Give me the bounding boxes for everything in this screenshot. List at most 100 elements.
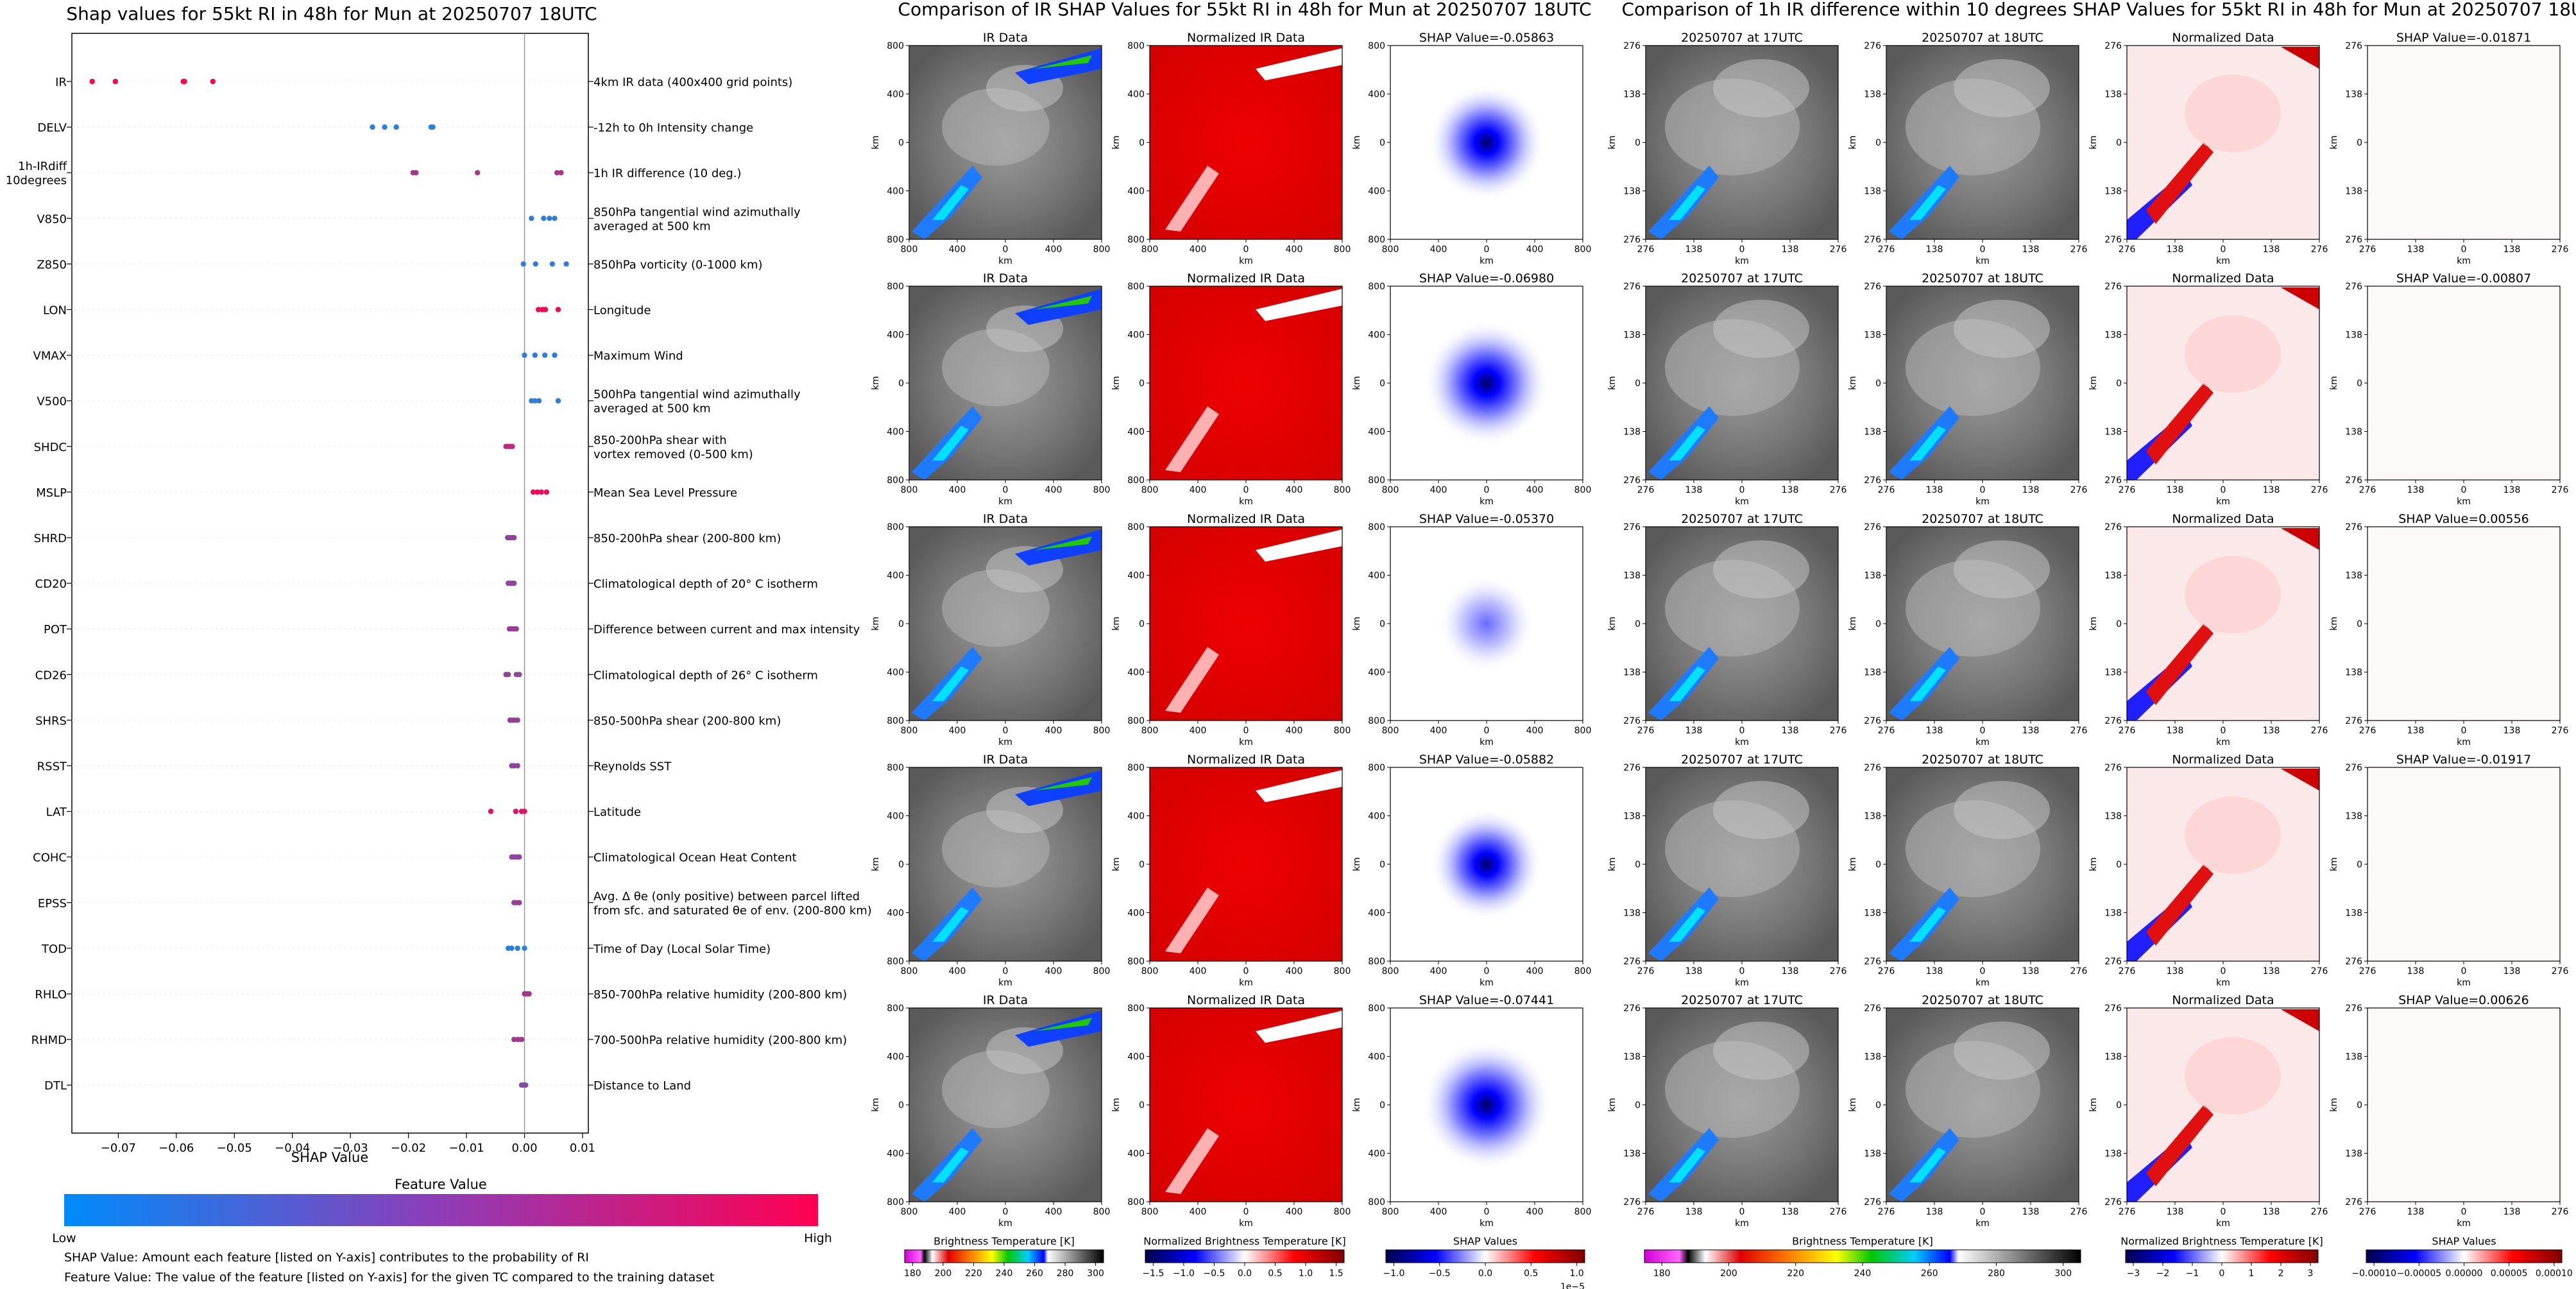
cold-cloud-core (1669, 907, 1705, 942)
tile-x-unit: km (1975, 497, 1990, 507)
tile-x-tick-label: 0 (1484, 485, 1490, 495)
diff-red-corner (2281, 1009, 2319, 1032)
cloud-band (1713, 300, 1809, 358)
shap-point (549, 261, 556, 267)
shap-point (552, 216, 558, 221)
colorbar-tick-label: 1.0 (1299, 1268, 1313, 1279)
cold-cloud-north (1015, 770, 1102, 807)
cold-cloud-north (1015, 1011, 1102, 1047)
feature-description: -12h to 0h Intensity change (593, 121, 753, 135)
tile-y-unit: km (1111, 1098, 1122, 1112)
shap-point (513, 808, 519, 814)
shap-point (475, 170, 481, 176)
feature-label: IR (55, 76, 67, 89)
diff-red-band (2146, 624, 2213, 705)
normalized-north-band (1256, 770, 1342, 803)
tile-y-tick-label: 276 (1623, 235, 1641, 245)
colorbar (1385, 1249, 1585, 1263)
tile-y-tick-label: 400 (887, 668, 904, 678)
cold-cloud-north-core (1034, 296, 1092, 310)
tile-x-tick-label: 400 (949, 1207, 966, 1217)
colorbar-tick-label: 200 (935, 1268, 952, 1279)
cold-cloud-core (1909, 425, 1946, 461)
tile-x-tick-label: 138 (1926, 726, 1943, 736)
tile-y-tick-label: 0 (1875, 619, 1881, 629)
tile-y-tick-label: 138 (2104, 1052, 2122, 1063)
tile-x-tick-label: 276 (2359, 1207, 2376, 1217)
tile-y-unit: km (871, 857, 881, 871)
tile-y-tick-label: 800 (887, 716, 904, 726)
tile-y-tick-label: 276 (2104, 763, 2122, 773)
feature-description: 4km IR data (400x400 grid points) (593, 76, 792, 89)
feature-label: LON (43, 304, 67, 318)
tile-y-tick-label: 400 (1368, 812, 1385, 822)
feature-description: Climatological depth of 20° C isotherm (593, 577, 818, 591)
tile-x-tick-label: 0 (1243, 966, 1249, 977)
tile-y-tick-label: 0 (1139, 379, 1145, 389)
tile-x-tick-label: 400 (1526, 726, 1544, 736)
tile-y-tick-label: 800 (1368, 41, 1385, 51)
tile-y-tick-label: 276 (1864, 475, 1881, 486)
tile-y-unit: km (1848, 617, 1858, 631)
tile-y-tick-label: 800 (887, 1197, 904, 1208)
cloud-band (1713, 59, 1809, 117)
shap-point (488, 808, 494, 814)
feature-label: SHRS (35, 714, 67, 728)
tile-x-tick-label: 0 (1243, 1207, 1249, 1217)
tile-y-tick-label: 800 (1127, 475, 1145, 486)
tile-y-tick-label: 800 (887, 41, 904, 51)
tile-x-tick-label: 800 (901, 1207, 918, 1217)
feature-label: CD26 (35, 669, 67, 682)
tile-x-tick-label: 138 (1685, 244, 1703, 255)
shap-point (522, 808, 527, 814)
tile-title: Normalized Data (2172, 271, 2274, 286)
tile-x-tick-label: 276 (2119, 485, 2136, 495)
feature-description: 850-200hPa shear with (593, 434, 727, 447)
colorbar-tick-label: 1 (2249, 1268, 2255, 1279)
tile-x-tick-label: 276 (2552, 485, 2569, 495)
tile-x-tick-label: 400 (949, 244, 966, 255)
tile-x-tick-label: 276 (2119, 726, 2136, 736)
shap-point (533, 261, 538, 267)
tile-x-tick-label: 800 (1093, 244, 1111, 255)
tile-x-tick-label: 800 (1382, 726, 1399, 736)
tile-title: 20250707 at 17UTC (1681, 512, 1803, 526)
tile-y-tick-label: 0 (1635, 860, 1641, 870)
tile-x-tick-label: 276 (1637, 726, 1655, 736)
tile-y-tick-label: 800 (1368, 282, 1385, 292)
tile-x-tick-label: 276 (1637, 244, 1655, 255)
tile-x-tick-label: 276 (2311, 244, 2328, 255)
tile-y-tick-label: 400 (1368, 90, 1385, 100)
tile-x-tick-label: 138 (1782, 485, 1799, 495)
tile-y-tick-label: 0 (2357, 860, 2362, 870)
tile-x-tick-label: 276 (1878, 966, 1895, 977)
colorbar-tick-label: −2 (2156, 1268, 2170, 1279)
diff-shap-map (2367, 1008, 2560, 1202)
shap-point (210, 78, 216, 85)
diff-red-corner (2281, 47, 2319, 69)
tile-title: IR Data (983, 31, 1028, 45)
tile-y-unit: km (1111, 617, 1122, 631)
tile-x-tick-label: 800 (1334, 244, 1351, 255)
tile-y-tick-label: 400 (887, 187, 904, 197)
feature-description: 850hPa vorticity (0-1000 km) (593, 258, 763, 271)
tile-title: SHAP Value=-0.06980 (1419, 271, 1554, 286)
tile-x-tick-label: 276 (2552, 966, 2569, 977)
tile-x-tick-label: 0 (1739, 966, 1745, 977)
tile-x-tick-label: 0 (1739, 726, 1745, 736)
tile-x-tick-label: 0 (1484, 966, 1490, 977)
ir-diff-panel: Comparison of 1h IR difference within 10… (1607, 0, 2576, 1229)
tile-x-unit: km (1480, 978, 1494, 988)
tile-x-tick-label: 276 (1878, 726, 1895, 736)
tile-y-tick-label: 276 (1623, 475, 1641, 486)
shap-point (542, 352, 548, 358)
shap-point (89, 78, 95, 85)
tile-x-tick-label: 800 (1574, 244, 1592, 255)
tile-x-unit: km (998, 1218, 1012, 1229)
tile-x-tick-label: 800 (901, 726, 918, 736)
tile-y-tick-label: 800 (1127, 235, 1145, 245)
tile-y-tick-label: 0 (898, 379, 904, 389)
